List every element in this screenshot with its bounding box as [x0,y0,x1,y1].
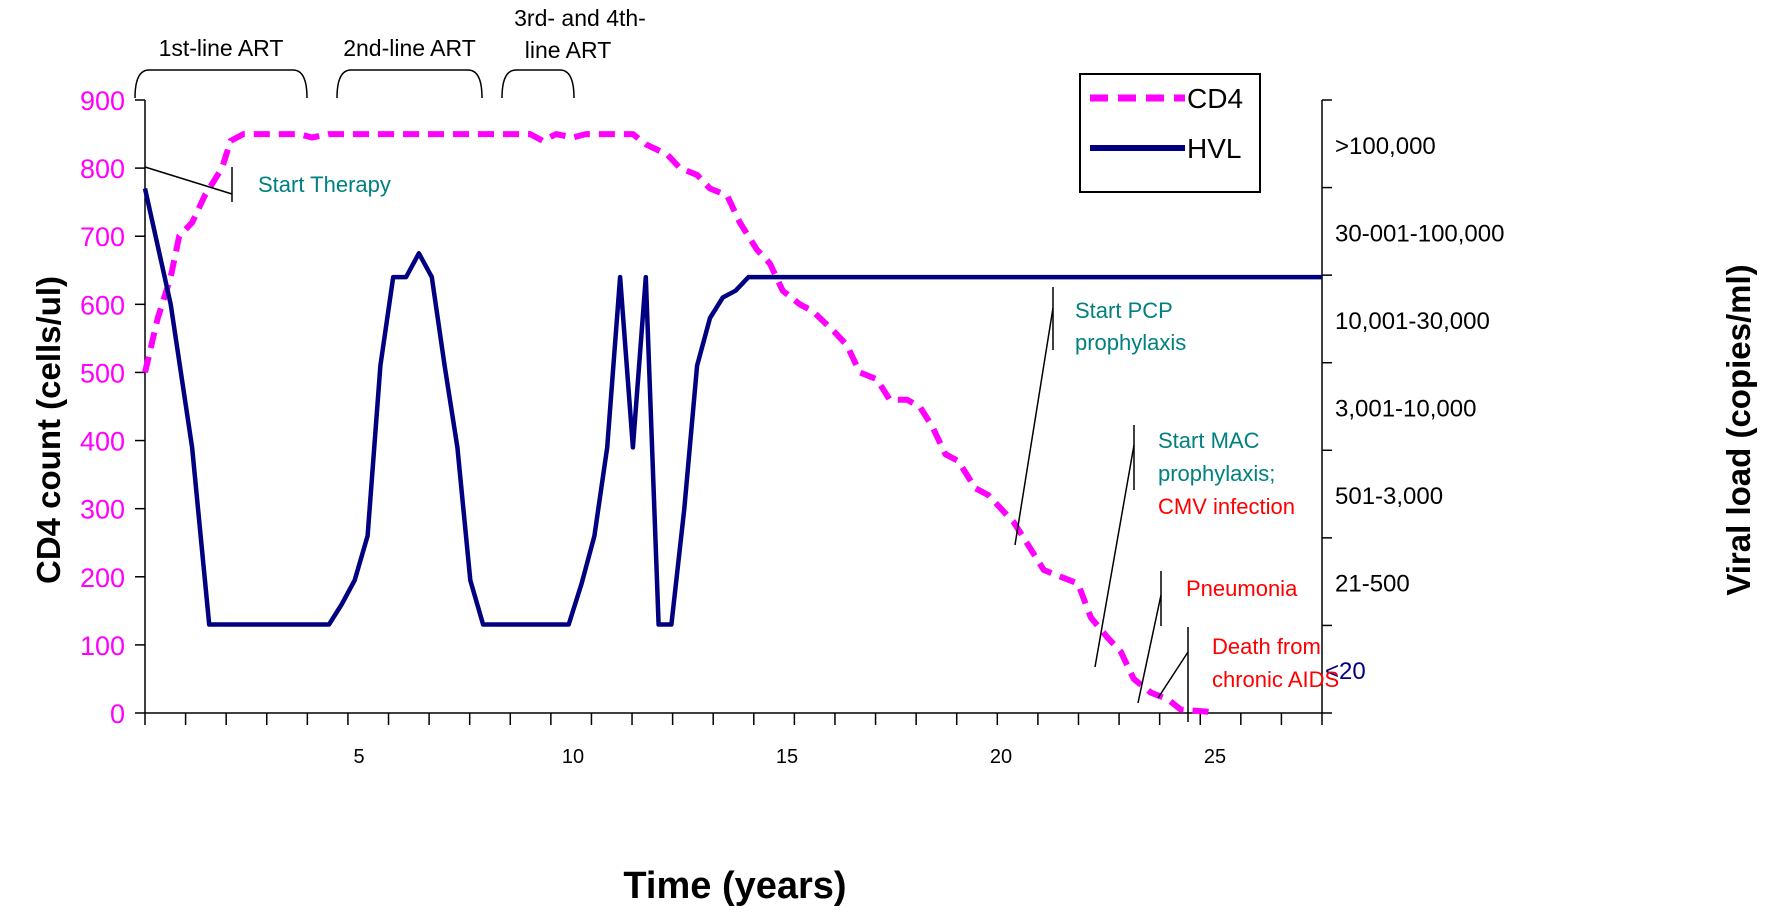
annotation-pointer [1137,594,1162,704]
annotation-text: Start PCP [1075,298,1173,323]
axes: 0 100 200 300 400 500 600 700 800 900 5 10 15 20 25 >10… [80,86,1505,768]
y-tick-label-right: <20 [1325,658,1366,685]
x-tick-label: 20 [990,746,1012,768]
legend-label-hvl: HVL [1187,133,1241,164]
annotation-text: Death from [1212,634,1321,659]
y-axis-title-right: Viral load (copies/ml) [1720,264,1757,595]
y-tick-label-right: 10,001-30,000 [1335,308,1490,335]
x-tick-label: 10 [562,746,584,768]
bracket-3 [501,69,575,99]
y-tick-label-right: 3,001-10,000 [1335,396,1476,423]
annotation-text: Pneumonia [1186,576,1298,601]
annotation-pointer [1157,651,1189,699]
legend: CD4 HVL [1079,73,1261,193]
series-line-hvl [142,188,1322,627]
y-tick-label-right: >100,000 [1335,133,1436,160]
y-tick-label-left: 900 [80,86,125,116]
y-tick-label-left: 100 [80,631,125,661]
x-axis-title: Time (years) [623,865,846,907]
x-tick-label: 15 [776,746,798,768]
y-tick-label-left: 700 [80,222,125,252]
annotation-text: chronic AIDS [1212,667,1339,692]
y-tick-label-left: 300 [80,495,125,525]
series-layer [142,131,1322,716]
annotation-text: CMV infection [1158,494,1295,519]
legend-box [1079,73,1261,193]
bracket-label: 1st-line ART [159,35,284,61]
x-tick-label: 25 [1204,746,1226,768]
bracket-label: 2nd-line ART [343,35,476,61]
bracket-1 [134,69,308,99]
y-tick-label-left: 200 [80,563,125,593]
bracket-label-line: 3rd- and 4th- [514,5,646,31]
annotations-layer: 1st-line ART 2nd-line ART 3rd- and 4th-lin… [134,5,1339,722]
annotation-text: prophylaxis [1075,330,1186,355]
y-tick-label-left: 800 [80,154,125,184]
annotation-pointer [144,166,233,195]
y-tick-label-left: 400 [80,427,125,457]
annotation-text: prophylaxis; [1158,461,1275,486]
bracket-2 [336,69,483,99]
y-tick-label-left: 600 [80,290,125,320]
y-axis-title-left: CD4 count (cells/ul) [30,276,67,584]
y-tick-label-right: 501-3,000 [1335,483,1443,510]
annotation-pointer [1094,444,1135,668]
y-tick-label-left: 500 [80,358,125,388]
bracket-label-line: line ART [525,37,612,63]
y-tick-label-right: 30-001-100,000 [1335,220,1504,247]
annotation-text: Start MAC [1158,428,1260,453]
x-tick-label: 5 [353,746,364,768]
legend-label-cd4: CD4 [1187,83,1243,114]
y-tick-label-left: 0 [110,699,125,729]
annotation-pointer [1014,307,1054,546]
y-tick-label-right: 21-500 [1335,571,1410,598]
annotation-text: Start Therapy [258,172,391,197]
series-line-cd4 [142,131,1216,716]
